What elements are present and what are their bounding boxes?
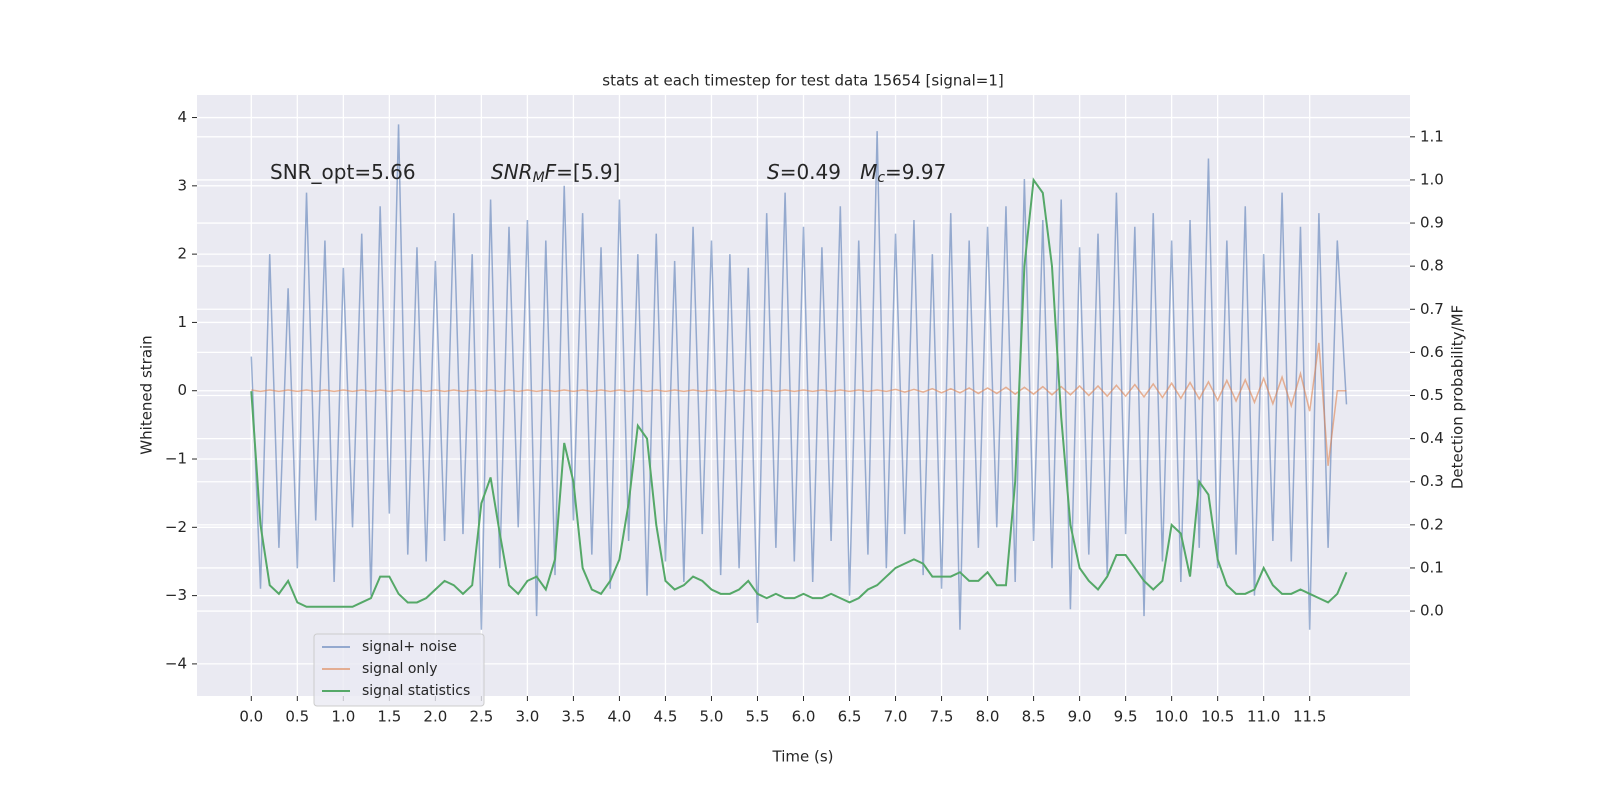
x-tick-label: 2.5 [469,708,493,726]
annotation-part: =[5.9] [556,160,620,184]
x-tick-label: 1.5 [377,708,401,726]
y-tick-label: −1 [165,450,187,468]
legend-label: signal only [362,661,437,677]
annotation-part: M [860,160,877,184]
legend-label: signal+ noise [362,639,457,655]
legend-box [313,633,485,707]
y-tick-label: −2 [165,518,187,536]
annotation-part: SNR [491,160,533,184]
x-tick-label: 9.0 [1068,708,1092,726]
series-line [250,124,1348,630]
series-line [250,177,1348,608]
annotation: SNRMF=[5.9] [491,160,620,187]
x-tick-label: 10.5 [1201,708,1234,726]
x-tick-label: 6.5 [838,708,862,726]
y2-tick-label: 0.0 [1420,602,1444,620]
y2-axis-label: Detection probability/MF [1449,305,1467,489]
annotation-part: =9.97 [885,160,946,184]
y2-tick-label: 1.1 [1420,127,1444,145]
y2-tick-label: 0.8 [1420,257,1444,275]
x-tick-label: 6.0 [792,708,816,726]
y2-tick-label: 0.5 [1420,386,1444,404]
x-tick-label: 2.0 [423,708,447,726]
y-tick-label: −3 [165,586,187,604]
y-tick-label: 2 [177,245,187,263]
y2-tick-label: 0.1 [1420,558,1444,576]
x-tick-label: 1.0 [331,708,355,726]
x-tick-label: 11.0 [1247,708,1280,726]
annotation-part: SNR_opt=5.66 [270,160,416,184]
x-tick-label: 10.0 [1155,708,1188,726]
x-axis-label: Time (s) [772,748,834,766]
x-tick-label: 7.5 [930,708,954,726]
annotation-part: =0.49 [780,160,860,184]
labels: 0.0 0.5 1.0 1.5 2.0 2.5 3.0 3.5 4.0 4.5 5.0 5.5 6.0 6… [165,108,1444,725]
marks [250,124,1348,630]
y2-tick-label: 0.6 [1420,343,1444,361]
y-tick-label: 1 [177,313,187,331]
annotation-part: S [767,160,780,184]
annotation-part: c [877,170,885,186]
y-axis-label: Whitened strain [138,335,156,454]
annotation-part: M [533,170,545,186]
x-tick-label: 0.5 [285,708,309,726]
x-tick-label: 5.5 [746,708,770,726]
x-tick-label: 9.5 [1114,708,1138,726]
y-tick-label: 4 [177,108,187,126]
x-tick-label: 5.0 [700,708,724,726]
x-tick-label: 7.0 [884,708,908,726]
x-tick-label: 3.0 [515,708,539,726]
chart-title: stats at each timestep for test data 156… [602,72,1003,90]
y-tick-label: 3 [177,176,187,194]
x-tick-label: 8.0 [976,708,1000,726]
y2-tick-label: 0.2 [1420,515,1444,533]
x-tick-label: 8.5 [1022,708,1046,726]
x-tick-label: 4.0 [608,708,632,726]
annotation-part: F [545,160,557,184]
y2-tick-label: 0.3 [1420,472,1444,490]
series-line [251,342,1347,466]
annotation: SNR_opt=5.66 [270,160,416,184]
annotation: S=0.49 Mc=9.97 [767,160,946,187]
y-tick-label: 0 [177,381,187,399]
y2-tick-label: 0.7 [1420,300,1444,318]
x-tick-label: 11.5 [1293,708,1326,726]
x-tick-label: 3.5 [561,708,585,726]
y-tick-label: −4 [165,654,187,672]
y2-tick-label: 0.9 [1420,214,1444,232]
y2-tick-label: 0.4 [1420,429,1444,447]
x-tick-label: 4.5 [654,708,678,726]
x-tick-label: 0.0 [239,708,263,726]
legend: signal+ noise signal only signal statistic… [313,633,485,707]
legend-label: signal statistics [362,683,470,699]
y2-tick-label: 1.0 [1420,170,1444,188]
